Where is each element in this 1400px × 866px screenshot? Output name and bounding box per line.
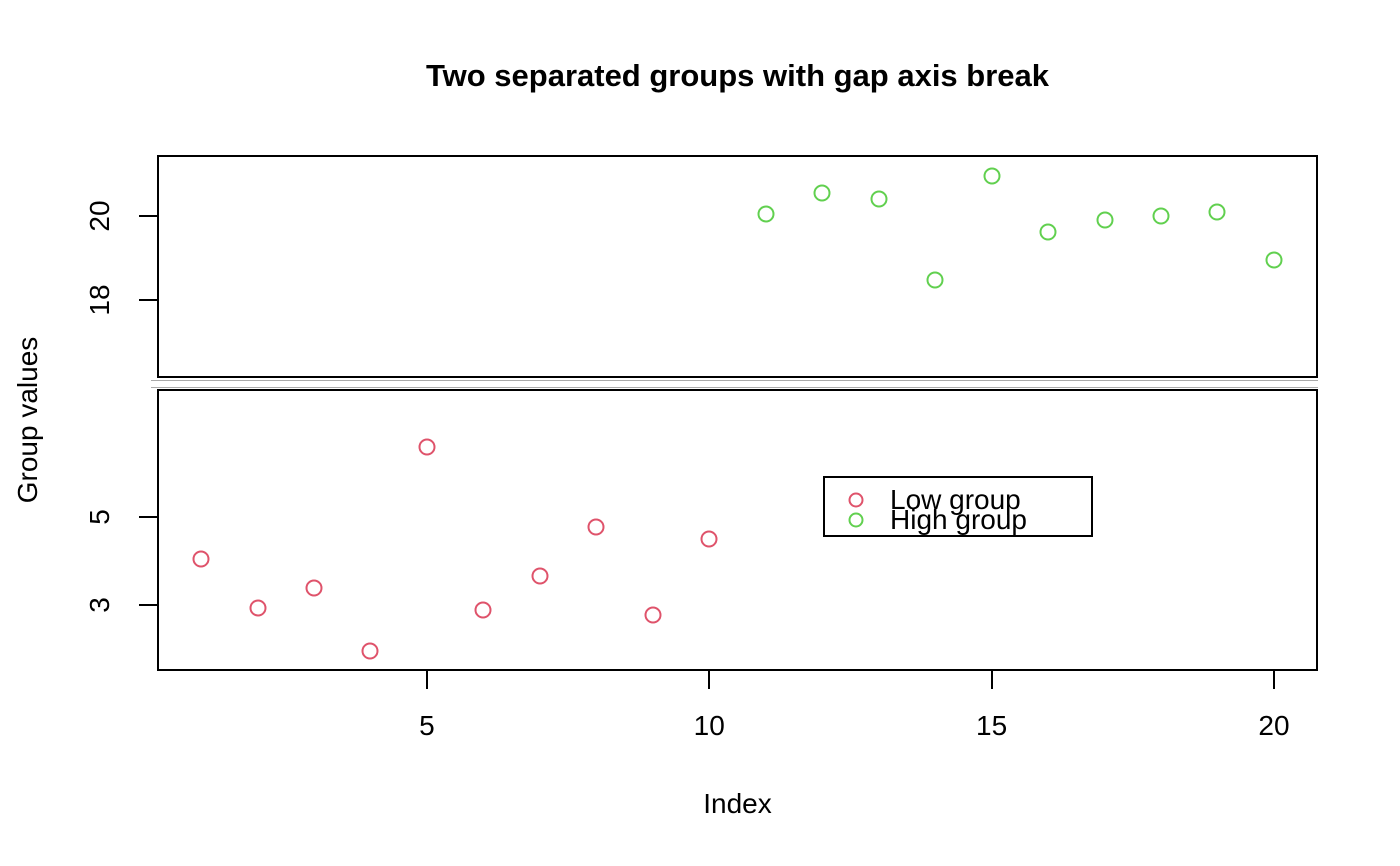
y-axis-tick-label: 3 (84, 597, 115, 613)
lower-panel (157, 389, 1318, 671)
data-point (1096, 211, 1114, 229)
x-axis-tick-label: 15 (976, 710, 1008, 741)
y-axis-tick-label: 20 (84, 200, 115, 232)
y-axis-tick (139, 215, 157, 217)
data-point (361, 642, 379, 660)
x-axis-tick (1272, 671, 1275, 689)
data-point (870, 190, 888, 208)
chart-title: Two separated groups with gap axis break (425, 58, 1050, 93)
axis-break-gap (1318, 379, 1325, 388)
x-axis-tick-label: 20 (1258, 710, 1290, 741)
data-point (249, 599, 266, 617)
data-point (587, 518, 605, 536)
data-point (700, 530, 718, 548)
x-axis-tick (990, 671, 993, 689)
data-point (983, 167, 1001, 185)
data-point (926, 271, 944, 289)
axis-break-lower-line (151, 387, 1325, 388)
data-point (813, 184, 831, 202)
data-point (418, 438, 436, 456)
data-point (757, 205, 775, 223)
x-axis-tick (425, 671, 428, 689)
data-point (531, 567, 549, 585)
x-axis-tick-label: 10 (693, 710, 725, 741)
x-axis-tick (708, 671, 711, 689)
y-axis-label: Group values (12, 336, 43, 504)
data-point (644, 606, 662, 624)
data-point (474, 601, 492, 619)
high-group-marker-icon (848, 512, 864, 528)
y-axis-tick (139, 604, 157, 607)
low-group-marker-icon (848, 492, 864, 508)
legend-box: Low group High group (823, 476, 1093, 537)
x-axis-label: Index (703, 788, 772, 819)
legend-label-low: Low group (890, 484, 1021, 515)
y-axis-tick-label: 5 (84, 509, 115, 526)
y-axis-tick (139, 516, 157, 519)
data-point (192, 550, 210, 568)
data-point (305, 579, 323, 597)
x-axis-tick-label: 5 (419, 710, 435, 741)
data-point (1039, 223, 1057, 241)
upper-panel (157, 155, 1318, 378)
data-point (1152, 207, 1170, 225)
axis-break-upper-line (151, 380, 1325, 381)
y-axis-tick-label: 18 (84, 284, 115, 316)
legend-label-high: High group (890, 504, 1027, 535)
data-point (1208, 203, 1226, 221)
data-point (1265, 251, 1283, 269)
y-axis-tick (139, 299, 157, 302)
